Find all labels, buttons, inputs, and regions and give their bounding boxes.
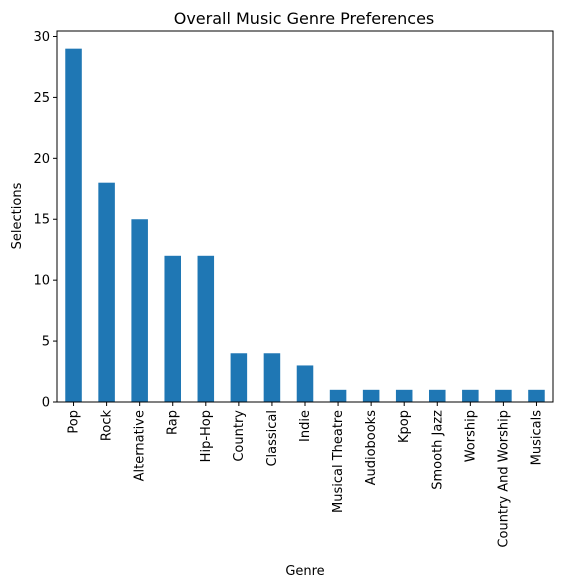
x-tick-label: Rock	[100, 410, 115, 442]
x-axis-label: Genre	[285, 564, 324, 579]
y-tick-label: 20	[33, 152, 50, 167]
x-tick-label: Smooth Jazz	[430, 410, 445, 490]
y-tick-label: 15	[33, 213, 50, 228]
y-tick-label: 30	[33, 30, 50, 45]
x-tick-label: Country	[232, 410, 247, 462]
bars	[65, 48, 545, 403]
x-tick-label: Musical Theatre	[331, 410, 346, 513]
x-tick-label: Musicals	[529, 410, 544, 466]
bar-classical	[263, 353, 281, 402]
chart-title: Overall Music Genre Preferences	[174, 9, 435, 28]
x-tick-label: Country And Worship	[496, 410, 511, 548]
y-tick-label: 5	[42, 335, 50, 350]
y-tick-label: 0	[42, 396, 50, 411]
x-tick-label: Kpop	[397, 410, 412, 443]
bar-hip-hop	[197, 255, 215, 402]
y-tick-label: 10	[33, 274, 50, 289]
x-axis-ticks: Pop Rock Alternative Rap Hip-Hop Country Class…	[67, 402, 544, 548]
bar-country	[230, 353, 248, 402]
bar-worship	[462, 389, 479, 402]
bar-smooth-jazz	[429, 389, 446, 402]
bar-rock	[98, 182, 115, 402]
x-tick-label: Audiobooks	[364, 410, 379, 486]
bar-musicals	[528, 389, 545, 402]
bar-rap	[164, 255, 181, 402]
bar-country-and-worship	[495, 389, 512, 402]
bar-audiobooks	[362, 389, 380, 402]
x-tick-label: Hip-Hop	[199, 410, 214, 462]
x-tick-label: Pop	[67, 410, 82, 434]
plot-frame	[56, 30, 554, 403]
bar-indie	[296, 365, 314, 402]
x-tick-label: Indie	[298, 410, 313, 442]
x-tick-label: Worship	[463, 410, 478, 462]
y-axis-label: Selections	[10, 182, 25, 249]
bar-alternative	[131, 219, 148, 402]
bar-kpop	[395, 389, 413, 402]
bar-musical-theatre	[329, 389, 347, 402]
y-axis-ticks: 0 5 10 15 20 25 30	[33, 30, 57, 411]
bar-pop	[65, 48, 82, 403]
x-tick-label: Rap	[166, 410, 181, 435]
y-tick-label: 25	[33, 91, 50, 106]
x-tick-label: Classical	[265, 410, 280, 467]
x-tick-label: Alternative	[133, 410, 148, 481]
